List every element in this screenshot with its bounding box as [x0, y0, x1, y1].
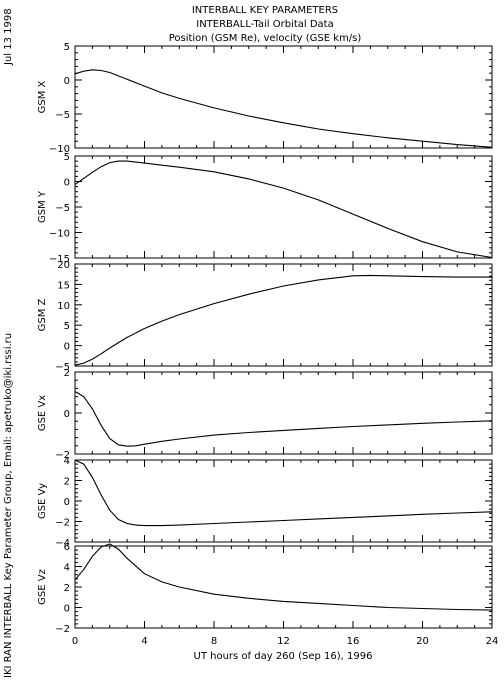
series-line — [74, 543, 493, 611]
y-tick-label: 2 — [64, 368, 70, 379]
y-tick-label: 5 — [64, 321, 70, 332]
y-tick-label: −2 — [55, 450, 70, 461]
panel-4: 2 0 −2 GSE Vx — [37, 368, 493, 461]
series-line — [74, 459, 493, 527]
y-tick-label: 10 — [57, 301, 70, 312]
y-axis-label: GSM Z — [37, 298, 48, 331]
y-axis-label: GSE Vy — [37, 483, 48, 519]
panel-3: 20 15 10 5 0 −5 GSM Z — [37, 260, 493, 373]
y-tick-label: 5 — [64, 42, 70, 53]
series-line — [74, 69, 493, 148]
y-axis-label: GSE Vz — [37, 569, 48, 605]
y-tick-label: −15 — [49, 254, 70, 265]
figure-title: INTERBALL KEY PARAMETERS INTERBALL-Tail … — [169, 5, 362, 44]
plot-frame — [74, 45, 493, 149]
y-tick-label: 0 — [64, 497, 70, 508]
panel-6: 6 4 2 0 −2 GSE Vz — [37, 542, 493, 635]
x-tick-label: 24 — [486, 636, 499, 647]
title-line-1: INTERBALL KEY PARAMETERS — [192, 5, 338, 16]
y-tick-label: 5 — [64, 152, 70, 163]
plot-frame — [74, 155, 493, 259]
panel-5: 4 2 0 −2 −4 GSE Vy — [37, 456, 493, 549]
y-tick-label: 4 — [64, 456, 70, 467]
y-tick-label: −5 — [55, 203, 70, 214]
panel-2: 5 0 −5 −10 −15 GSM Y — [37, 152, 493, 265]
y-tick-label: −5 — [55, 110, 70, 121]
y-tick-label: 6 — [64, 542, 70, 553]
plot-frame — [74, 371, 493, 455]
series-line — [74, 274, 492, 366]
x-tick-label: 4 — [141, 636, 147, 647]
x-tick-labels: 0 4 8 12 16 20 24 — [72, 636, 499, 647]
series-line — [74, 160, 493, 259]
y-tick-label: 4 — [64, 563, 70, 574]
plot-frame — [74, 263, 493, 367]
y-tick-label: 0 — [64, 604, 70, 615]
x-axis: 0 4 8 12 16 20 24 UT hours of day 260 (Sep 16)… — [72, 636, 499, 662]
x-tick-label: 0 — [72, 636, 78, 647]
y-tick-label: 0 — [64, 76, 70, 87]
y-tick-label: 0 — [64, 178, 70, 189]
x-tick-label: 16 — [347, 636, 360, 647]
plot-frame — [74, 459, 493, 543]
y-tick-label: 0 — [64, 409, 70, 420]
y-tick-label: −4 — [55, 538, 70, 549]
y-tick-label: −2 — [55, 624, 70, 635]
generation-date: Jul 13 1998 — [3, 8, 14, 66]
x-axis-label: UT hours of day 260 (Sep 16), 1996 — [194, 651, 373, 662]
panel-1: 5 0 −5 −10 GSM X — [37, 42, 493, 155]
x-tick-label: 8 — [211, 636, 217, 647]
y-axis-label: GSM Y — [37, 190, 48, 223]
x-tick-label: 20 — [416, 636, 429, 647]
y-tick-label: 0 — [64, 342, 70, 353]
y-tick-label: −10 — [49, 229, 70, 240]
title-line-2: INTERBALL-Tail Orbital Data — [196, 19, 333, 30]
series-line — [74, 391, 493, 447]
y-tick-label: 15 — [57, 280, 70, 291]
y-tick-label: −10 — [49, 144, 70, 155]
y-axis-label: GSE Vx — [37, 395, 48, 431]
title-line-3: Position (GSM Re), velocity (GSE km/s) — [169, 33, 362, 44]
y-tick-label: 2 — [64, 477, 70, 488]
y-tick-label: 2 — [64, 583, 70, 594]
y-tick-label: 20 — [57, 260, 70, 271]
y-axis-label: GSM X — [37, 80, 48, 113]
y-tick-label: −2 — [55, 518, 70, 529]
y-tick-label: −5 — [55, 362, 70, 373]
credit-line: IKI RAN INTERBALL Key Parameter Group, E… — [3, 333, 14, 678]
x-tick-label: 12 — [277, 636, 290, 647]
plot-frame — [74, 545, 493, 629]
